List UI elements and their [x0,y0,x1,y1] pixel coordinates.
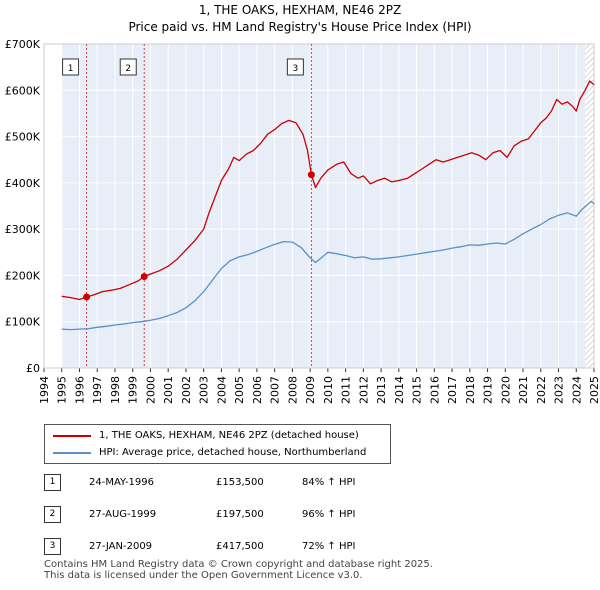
legend-swatch-hpi [53,452,91,454]
transaction-date: 27-AUG-1999 [89,509,157,520]
transaction-hpi: 84% ↑ HPI [302,477,356,488]
sale-label-box [62,58,80,76]
sale-point [83,293,91,301]
x-tick-label: 2021 [517,376,530,404]
y-tick-label: £400K [5,177,41,190]
x-tick-label: 2018 [464,376,477,404]
plot-frame [43,43,595,369]
price-chart: £0 £100K £200K £300K £400K £500K £600K £700K 199… [5,38,600,404]
transaction-hpi: 96% ↑ HPI [302,509,356,520]
transaction-date: 24-MAY-1996 [89,477,155,488]
sale-label-number: 1 [68,64,74,74]
y-tick-label: £0 [26,362,40,375]
x-tick-label: 2020 [499,376,512,404]
y-tick-label: £600K [5,84,41,97]
sale-label-number: 3 [293,64,299,74]
footer: Contains HM Land Registry data © Crown c… [44,559,433,581]
y-tick-label: £200K [5,269,41,282]
chart-title: 1, THE OAKS, HEXHAM, NE46 2PZ [198,3,402,17]
x-tick-label: 2017 [446,376,459,404]
transaction-price: £153,500 [216,477,264,488]
transaction-price: £417,500 [216,541,264,552]
x-tick-label: 2002 [180,376,193,404]
forecast-hatch [585,44,594,368]
legend: 1, THE OAKS, HEXHAM, NE46 2PZ (detached … [44,424,391,464]
x-tick-label: 1997 [91,376,104,404]
y-tick-label: £100K [5,316,41,329]
transaction-hpi: 72% ↑ HPI [302,541,356,552]
sale-label-box [119,58,137,76]
x-tick-label: 2006 [251,376,264,404]
x-tick-label: 2022 [535,376,548,404]
sale-point [140,273,148,281]
x-tick-label: 2025 [588,376,600,404]
x-tick-label: 2008 [286,376,299,404]
legend-swatch-property [53,435,91,437]
sale-label-box [286,58,304,76]
x-tick-label: 2000 [144,376,157,404]
x-tick-label: 2023 [553,376,566,404]
x-tick-label: 2012 [357,376,370,404]
transaction-date: 27-JAN-2009 [89,541,153,552]
x-tick-label: 1998 [109,376,122,404]
transaction-number: 1 [44,474,61,491]
legend-label-hpi: HPI: Average price, detached house, Nort… [99,447,367,458]
x-tick-label: 2001 [162,376,175,404]
x-tick-label: 2005 [233,376,246,404]
x-tick-label: 2011 [340,376,353,404]
transaction-number: 3 [44,538,61,555]
chart-subtitle: Price paid vs. HM Land Registry's House … [128,20,472,34]
footer-copyright: Contains HM Land Registry data © Crown c… [44,559,433,570]
transaction-number: 2 [44,506,61,523]
y-tick-label: £700K [5,38,41,51]
sale-label-number: 2 [125,64,131,74]
x-tick-label: 2014 [393,376,406,404]
x-tick-label: 2010 [322,376,335,404]
x-tick-label: 1995 [56,376,69,404]
sale-point [307,171,315,179]
x-tick-label: 2024 [570,376,583,404]
x-tick-label: 2019 [482,376,495,404]
x-tick-label: 2007 [269,376,282,404]
x-tick-label: 1994 [38,376,51,404]
x-tick-label: 1999 [127,376,140,404]
x-tick-label: 2003 [198,376,211,404]
x-tick-label: 2004 [215,376,228,404]
x-tick-label: 1996 [73,376,86,404]
x-tick-label: 2009 [304,376,317,404]
y-tick-label: £500K [5,131,41,144]
footer-licence: This data is licensed under the Open Gov… [44,570,363,581]
x-tick-label: 2015 [411,376,424,404]
legend-label-property: 1, THE OAKS, HEXHAM, NE46 2PZ (detached … [99,430,359,441]
transaction-price: £197,500 [216,509,264,520]
series-line-hpi [61,200,595,331]
series-line-property [61,80,595,301]
x-tick-label: 2013 [375,376,388,404]
x-tick-label: 2016 [428,376,441,404]
y-tick-label: £300K [5,223,41,236]
